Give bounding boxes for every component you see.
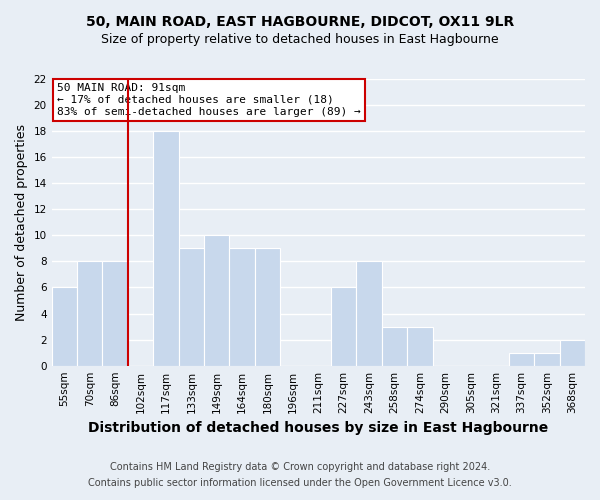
Text: 50 MAIN ROAD: 91sqm
← 17% of detached houses are smaller (18)
83% of semi-detach: 50 MAIN ROAD: 91sqm ← 17% of detached ho… [57,84,361,116]
Bar [153,131,179,366]
Text: Size of property relative to detached houses in East Hagbourne: Size of property relative to detached ho… [101,32,499,46]
Bar [382,326,407,366]
Y-axis label: Number of detached properties: Number of detached properties [15,124,28,321]
Bar [103,262,128,366]
Text: Contains HM Land Registry data © Crown copyright and database right 2024.: Contains HM Land Registry data © Crown c… [110,462,490,472]
Bar [204,236,229,366]
Bar [509,352,534,366]
Text: 50, MAIN ROAD, EAST HAGBOURNE, DIDCOT, OX11 9LR: 50, MAIN ROAD, EAST HAGBOURNE, DIDCOT, O… [86,15,514,29]
Text: Contains public sector information licensed under the Open Government Licence v3: Contains public sector information licen… [88,478,512,488]
Bar [534,352,560,366]
Bar [331,288,356,366]
Bar [356,262,382,366]
Bar [407,326,433,366]
Bar [229,248,255,366]
Bar [179,248,204,366]
Bar [560,340,585,365]
Bar [255,248,280,366]
Bar [52,288,77,366]
X-axis label: Distribution of detached houses by size in East Hagbourne: Distribution of detached houses by size … [88,421,548,435]
Bar [77,262,103,366]
